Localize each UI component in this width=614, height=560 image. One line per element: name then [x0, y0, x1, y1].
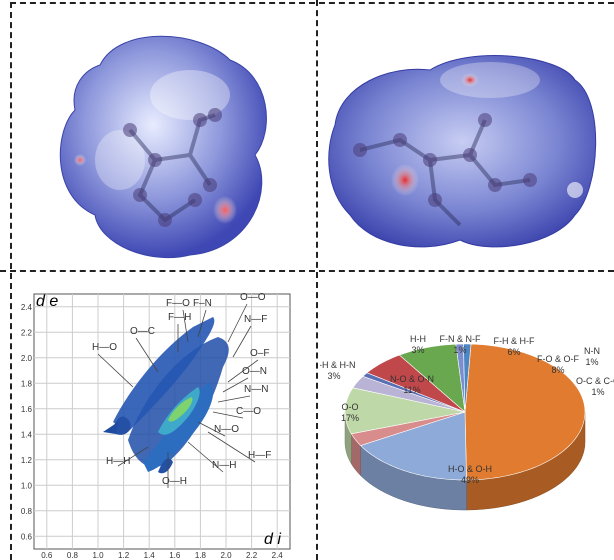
x-tick-label: 1.2 — [118, 551, 130, 560]
pie-percent-label: 1% — [591, 387, 604, 397]
pie-percent-label: 3% — [411, 345, 424, 355]
y-tick-label: 2.4 — [21, 303, 33, 312]
y-tick-label: 1.8 — [21, 379, 33, 388]
pie-slice — [350, 411, 466, 446]
pie-percent-label: 1% — [453, 345, 466, 355]
pie-percent-label: 8% — [551, 365, 564, 375]
hirshfeld-surface-side — [328, 55, 597, 248]
pie-slice — [464, 343, 586, 481]
x-tick-label: 1.8 — [195, 551, 207, 560]
pie-category-label: F-O & O-F — [537, 354, 579, 364]
contact-label: C—O — [236, 406, 261, 417]
pie-slice — [398, 343, 466, 413]
pie-percent-label: 1% — [585, 357, 598, 367]
pie-category-label: F-N & N-F — [440, 334, 481, 344]
x-tick-label: 2.4 — [272, 551, 284, 560]
x-tick-label: 1.6 — [169, 551, 181, 560]
panel-divider-horizontal — [0, 270, 614, 272]
x-tick-label: 0.6 — [41, 551, 53, 560]
contact-label: O–F — [250, 348, 269, 359]
contact-label: N—F — [244, 314, 267, 325]
pie-category-label: N-H & H-N — [320, 360, 356, 370]
panel-border-top — [10, 2, 614, 4]
contact-label: O—N — [242, 366, 267, 377]
pie-percent-label: 17% — [341, 413, 359, 423]
pie-slice — [344, 387, 466, 435]
contact-label: O—O — [240, 292, 266, 303]
x-tick-label: 0.8 — [67, 551, 79, 560]
x-tick-label: 1.4 — [144, 551, 156, 560]
y-tick-label: 1.6 — [21, 405, 33, 414]
y-tick-label: 1.4 — [21, 430, 33, 439]
contact-label: O—H — [162, 476, 187, 487]
pie-category-label: N-O & O-N — [390, 374, 434, 384]
fingerprint-leader-lines — [97, 303, 259, 488]
hirshfeld-surface-front — [59, 35, 267, 259]
pie-slice — [366, 354, 466, 413]
pie-category-label: H-H — [410, 334, 426, 344]
y-tick-label: 2.2 — [21, 328, 33, 337]
x-tick-label: 2.2 — [246, 551, 258, 560]
y-tick-label: 1.2 — [21, 456, 33, 465]
pie-percent-label: 11% — [403, 385, 420, 395]
contact-label: H—F — [248, 450, 271, 461]
y-tick-label: 2.0 — [21, 354, 33, 363]
contact-label: N—O — [214, 424, 239, 435]
fingerprint-plot: 0.6 0.8 1.0 1.2 1.4 1.6 1.8 2.0 2.2 2.4 0.6 0.8 1.0 1… — [21, 292, 291, 560]
pie-percent-label: 6% — [507, 347, 520, 357]
pie-percent-label: 3% — [327, 371, 340, 381]
y-tick-label: 0.6 — [21, 532, 33, 541]
contact-label: O—C — [130, 326, 155, 337]
y-tick-label: 0.8 — [21, 507, 33, 516]
pie-category-label: H-O & O-H — [448, 464, 492, 474]
pie-slice — [360, 411, 467, 481]
x-tick-label: 2.0 — [220, 551, 232, 560]
contact-label: N—H — [212, 460, 236, 471]
fingerprint-x-axis-label: d i — [264, 531, 281, 548]
pie-slice — [352, 375, 466, 413]
pie-category-label: N-N — [584, 346, 600, 356]
panel-border-left — [10, 2, 12, 560]
pie-slice — [463, 343, 472, 413]
fingerprint-y-axis-label: d e — [36, 293, 58, 310]
pie-percent-label: 49% — [461, 475, 479, 485]
pie-category-label: O-C & C-O — [576, 376, 614, 386]
contact-label: F–N — [193, 298, 212, 309]
fingerprint-point-cloud — [103, 317, 229, 474]
contact-label: N—N — [244, 384, 268, 395]
contact-pie-chart: H-O & O-H49%O-O17%N-H & H-N3%N-O & O-N11… — [320, 334, 614, 511]
contact-label: F—O — [166, 298, 190, 309]
y-tick-label: 1.0 — [21, 481, 33, 490]
panel-divider-vertical — [316, 0, 318, 560]
contact-label: H—O — [92, 342, 117, 353]
contact-label: H—H — [106, 456, 130, 467]
contact-label: F—H — [168, 312, 191, 323]
x-tick-label: 1.0 — [92, 551, 104, 560]
pie-category-label: O-O — [342, 402, 359, 412]
pie-category-label: F-H & H-F — [494, 336, 535, 346]
